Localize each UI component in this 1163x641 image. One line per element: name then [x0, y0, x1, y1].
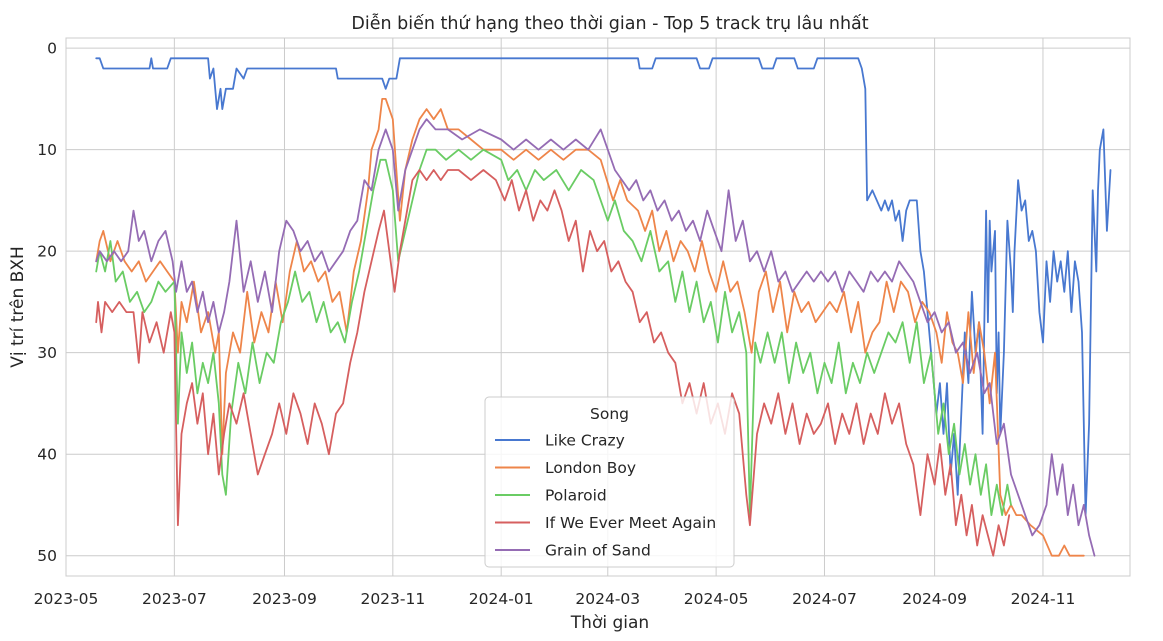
x-axis-ticks: 2023-05 2023-07 2023-09 2023-11 2024-01 2024-…: [34, 590, 1076, 608]
y-tick-label: 0: [47, 40, 57, 58]
legend: Song Like Crazy London Boy Polaroid If We E…: [484, 396, 735, 568]
x-tick-label: 2023-09: [252, 590, 317, 608]
x-axis-label: Thời gian: [570, 613, 649, 633]
x-tick-label: 2024-05: [684, 590, 749, 608]
legend-label-polaroid: Polaroid: [545, 487, 607, 505]
series-line-polaroid: [95, 148, 1012, 516]
legend-label-london-boy: London Boy: [545, 459, 636, 477]
series-lines: [95, 57, 1112, 557]
series-line-if-we-ever-meet-again: [95, 169, 1011, 557]
series-line-london-boy: [95, 98, 1085, 557]
legend-label-if-we-ever-meet-again: If We Ever Meet Again: [545, 514, 716, 532]
x-tick-label: 2024-01: [469, 590, 534, 608]
y-tick-label: 50: [37, 547, 57, 565]
series-line-grain-of-sand: [95, 118, 1096, 557]
series-line-like-crazy: [95, 57, 1112, 516]
y-axis-ticks: 0 10 20 30 40 50: [37, 40, 57, 566]
x-tick-label: 2023-11: [360, 590, 425, 608]
y-tick-label: 10: [37, 141, 57, 159]
y-tick-label: 20: [37, 243, 57, 261]
y-tick-label: 40: [37, 446, 57, 464]
y-axis-label: Vị trí trên BXH: [8, 246, 28, 368]
x-tick-label: 2023-05: [34, 590, 99, 608]
legend-label-like-crazy: Like Crazy: [545, 432, 625, 450]
x-tick-label: 2024-11: [1011, 590, 1076, 608]
x-tick-label: 2024-03: [575, 590, 640, 608]
x-tick-label: 2024-07: [792, 590, 857, 608]
chart-title: Diễn biến thứ hạng theo thời gian - Top …: [351, 13, 868, 34]
x-tick-label: 2024-09: [902, 590, 967, 608]
legend-label-grain-of-sand: Grain of Sand: [545, 542, 651, 560]
legend-title: Song: [590, 405, 629, 423]
legend-frame: [484, 396, 735, 568]
y-tick-label: 30: [37, 344, 57, 362]
legend-items: Like Crazy London Boy Polaroid If We Ever M…: [495, 432, 716, 560]
x-tick-label: 2023-07: [142, 590, 207, 608]
